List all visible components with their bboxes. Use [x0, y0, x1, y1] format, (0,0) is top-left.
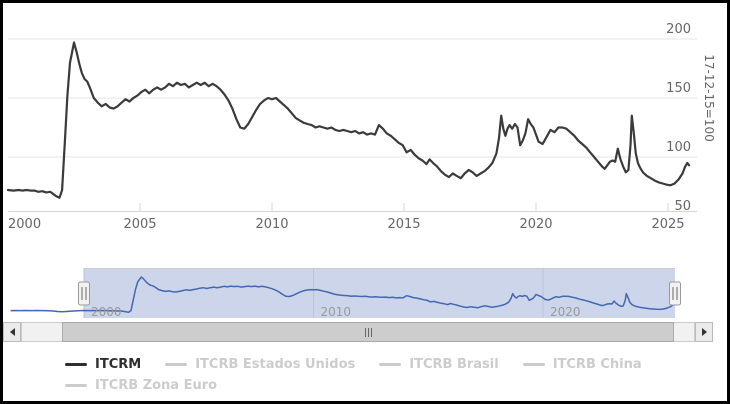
legend: ITCRM ITCRB Estados Unidos ITCRB Brasil ITC… [65, 355, 685, 394]
navigator-right-handle-icon[interactable] [669, 281, 681, 306]
y-axis-labels: 200 150 100 50 [666, 22, 691, 214]
navigator-selected-mask[interactable] [84, 268, 675, 318]
y-axis-label: 100 [666, 140, 691, 155]
legend-item-itcrb-zona-euro[interactable]: ITCRB Zona Euro [65, 376, 217, 394]
y-gridlines [8, 38, 697, 158]
itcrm-series-line [6, 41, 691, 199]
navigator-axis-label: 2020 [550, 305, 581, 319]
x-axis-label: 2005 [123, 217, 156, 232]
legend-label: ITCRM [95, 356, 142, 372]
x-axis-label: 2000 [8, 217, 41, 232]
navigator-axis-labels: 2000 2010 2020 [91, 305, 581, 319]
navigator[interactable]: 2000 2010 2020 [3, 266, 727, 322]
y-axis-label: 50 [674, 199, 691, 214]
x-axis-label: 2010 [255, 217, 288, 232]
scrollbar-grip-icon [367, 327, 369, 337]
y-axis-title: 17-12-15=100 [702, 54, 716, 141]
x-axis-label: 2015 [387, 217, 420, 232]
legend-item-itcrb-brasil[interactable]: ITCRB Brasil [379, 355, 499, 373]
navigator-axis-label: 2000 [91, 305, 122, 319]
y-axis-label: 200 [666, 22, 691, 37]
legend-label: ITCRB Brasil [409, 356, 499, 372]
legend-label: ITCRB Estados Unidos [195, 356, 356, 372]
scrollbar[interactable] [3, 322, 713, 342]
right-arrow-icon [701, 328, 707, 336]
x-axis-labels: 2000 2005 2010 2015 2020 2025 [8, 217, 685, 232]
x-axis-label: 2020 [519, 217, 552, 232]
navigator-left-handle-icon[interactable] [78, 281, 90, 306]
legend-item-itcrb-china[interactable]: ITCRB China [522, 355, 642, 373]
scrollbar-right-button[interactable] [695, 322, 713, 342]
legend-marker-icon [379, 362, 402, 366]
left-arrow-icon [9, 328, 15, 336]
navigator-series-line [10, 276, 677, 313]
main-chart[interactable]: 200 150 100 50 2000 2005 2010 2015 2020 2025 17-… [3, 3, 727, 249]
legend-item-itcrb-estados-unidos[interactable]: ITCRB Estados Unidos [165, 355, 355, 373]
legend-marker-icon [522, 362, 545, 366]
legend-label: ITCRB China [552, 356, 642, 372]
scrollbar-track[interactable] [21, 322, 695, 342]
scrollbar-left-button[interactable] [3, 322, 21, 342]
legend-item-itcrm[interactable]: ITCRM [65, 355, 141, 373]
x-axis-label: 2025 [651, 217, 684, 232]
y-axis-label: 150 [666, 81, 691, 96]
x-axis [8, 203, 697, 212]
navigator-axis-label: 2010 [321, 305, 352, 319]
legend-marker-icon [65, 362, 87, 366]
legend-marker-icon [165, 362, 188, 366]
legend-marker-icon [65, 383, 87, 387]
legend-label: ITCRB Zona Euro [95, 377, 218, 393]
scrollbar-thumb[interactable] [62, 322, 674, 342]
